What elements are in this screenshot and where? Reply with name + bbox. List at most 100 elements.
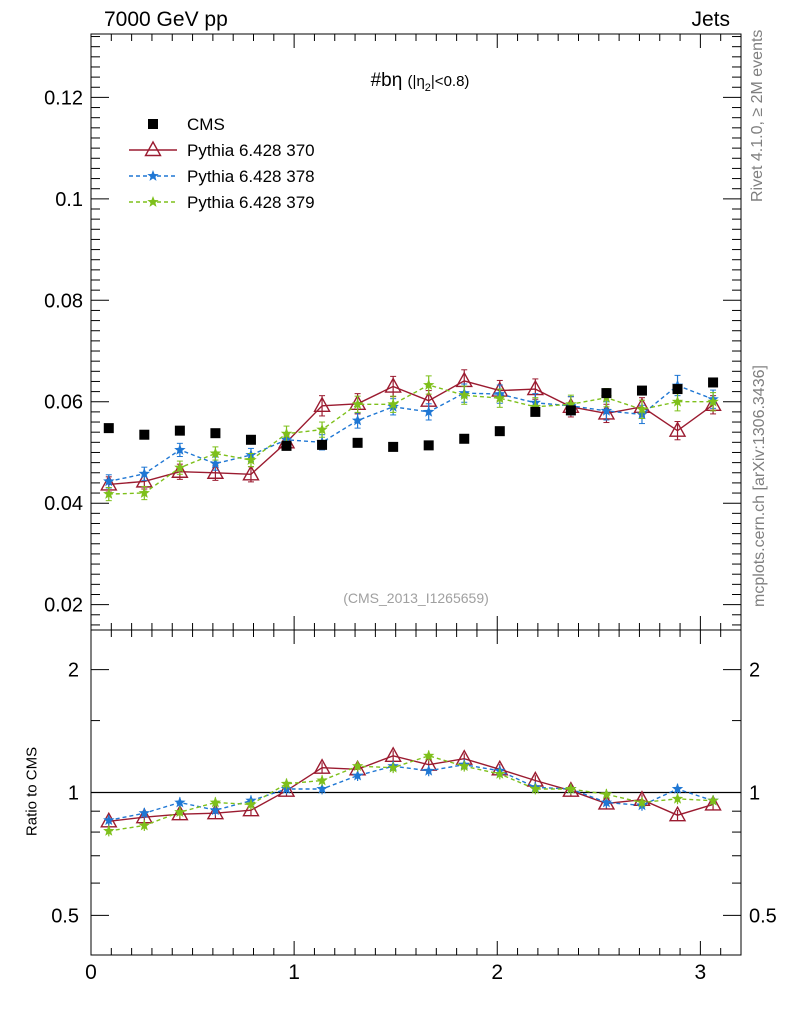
y-tick-label: 0.06 <box>44 392 83 414</box>
legend-label: Pythia 6.428 378 <box>187 167 315 186</box>
chart-title: #bη (|η2|<0.8) <box>371 70 470 94</box>
data-point <box>423 405 435 417</box>
ratio-point <box>636 796 648 808</box>
x-tick-label: 3 <box>695 961 707 984</box>
ratio-point <box>600 796 613 808</box>
header-process-label: Jets <box>691 8 730 31</box>
data-point <box>171 462 189 478</box>
data-point <box>351 398 364 410</box>
data-point <box>600 404 613 416</box>
ratio-point <box>529 783 541 794</box>
legend-marker <box>148 119 158 129</box>
data-point <box>351 414 364 426</box>
ratio-point <box>242 800 260 817</box>
data-point <box>103 488 115 499</box>
data-point <box>459 433 470 444</box>
ratio-point <box>671 792 684 804</box>
ratio-point <box>423 764 435 776</box>
legend-label: Pythia 6.428 370 <box>187 141 315 160</box>
x-tick-label: 0 <box>85 961 97 984</box>
ratio-line <box>108 763 714 821</box>
data-point <box>529 400 541 412</box>
series-line <box>108 380 714 486</box>
data-point <box>174 461 186 473</box>
ratio-point <box>209 804 222 816</box>
ratio-point <box>707 794 719 806</box>
data-point <box>494 426 505 437</box>
data-point <box>209 447 222 459</box>
y-tick-label: 0.02 <box>44 595 83 617</box>
series-line <box>108 384 714 495</box>
data-point <box>565 405 576 416</box>
data-point <box>530 406 541 417</box>
ratio-point <box>671 783 684 794</box>
data-point <box>423 440 434 451</box>
data-point <box>636 403 648 415</box>
ratio-point <box>280 777 293 789</box>
ratio-point <box>600 788 613 800</box>
x-ticks: 0 1 2 3 <box>85 34 742 984</box>
data-point <box>707 395 719 407</box>
ratio-y-tick-label: 2 <box>68 660 79 682</box>
data-point <box>209 457 222 469</box>
legend-marker <box>144 140 162 157</box>
ratio-point <box>174 806 186 817</box>
data-point <box>174 443 186 455</box>
ratio-point <box>316 783 328 794</box>
ratio-line <box>108 755 714 832</box>
ratio-line <box>108 755 714 822</box>
ratio-point <box>387 761 399 773</box>
y-tick-label: 0.04 <box>44 493 83 515</box>
x-tick-label: 1 <box>288 961 300 984</box>
data-point <box>245 454 257 465</box>
legend-item: Pythia 6.428 378 <box>129 167 315 186</box>
data-point <box>280 427 293 439</box>
ratio-point <box>138 819 150 831</box>
data-point <box>139 429 150 440</box>
ratio-y-tick-label-right: 0.5 <box>749 905 777 927</box>
data-point <box>671 395 684 407</box>
data-point <box>387 398 399 410</box>
series-pythia-6-428-378 <box>103 374 719 489</box>
ratio-series-pythia-6-428-370 <box>100 746 722 828</box>
data-point <box>708 377 719 388</box>
analysis-watermark: (CMS_2013_I1265659) <box>343 590 489 606</box>
ratio-point <box>245 798 257 810</box>
data-point <box>313 396 331 413</box>
data-point <box>242 464 260 481</box>
legend-marker <box>147 170 159 181</box>
legend-item: Pythia 6.428 370 <box>129 140 315 160</box>
data-point <box>206 463 225 479</box>
ratio-series-pythia-6-428-379 <box>103 749 719 837</box>
ratio-point <box>209 796 222 808</box>
ratio-point <box>423 749 435 761</box>
data-point <box>138 487 150 498</box>
data-point <box>352 437 363 448</box>
data-point <box>672 384 683 395</box>
data-point <box>245 434 256 445</box>
data-point <box>281 440 292 451</box>
ratio-point <box>351 760 364 771</box>
ratio-point <box>565 783 577 794</box>
data-point <box>423 379 435 390</box>
data-point <box>103 475 115 487</box>
data-point <box>565 398 577 410</box>
legend-item: CMS <box>148 115 225 134</box>
y-tick-label: 0.08 <box>44 290 83 312</box>
ratio-y-tick-label: 0.5 <box>51 905 79 927</box>
ratio-point <box>277 781 296 797</box>
ratio-point <box>668 805 687 822</box>
series-line <box>108 384 714 483</box>
ratio-point <box>351 769 364 781</box>
ratio-point <box>174 796 186 808</box>
x-tick-label: 2 <box>491 961 503 984</box>
ratio-point <box>103 825 115 836</box>
ratio-y-tick-label-right: 2 <box>749 660 760 682</box>
series-pythia-6-428-379 <box>103 375 719 502</box>
data-point <box>668 421 687 437</box>
y-tick-label: 0.1 <box>55 189 83 211</box>
ratio-y-tick-label-right: 1 <box>749 783 760 805</box>
ratio-point <box>458 760 470 771</box>
legend-label: CMS <box>187 115 225 134</box>
